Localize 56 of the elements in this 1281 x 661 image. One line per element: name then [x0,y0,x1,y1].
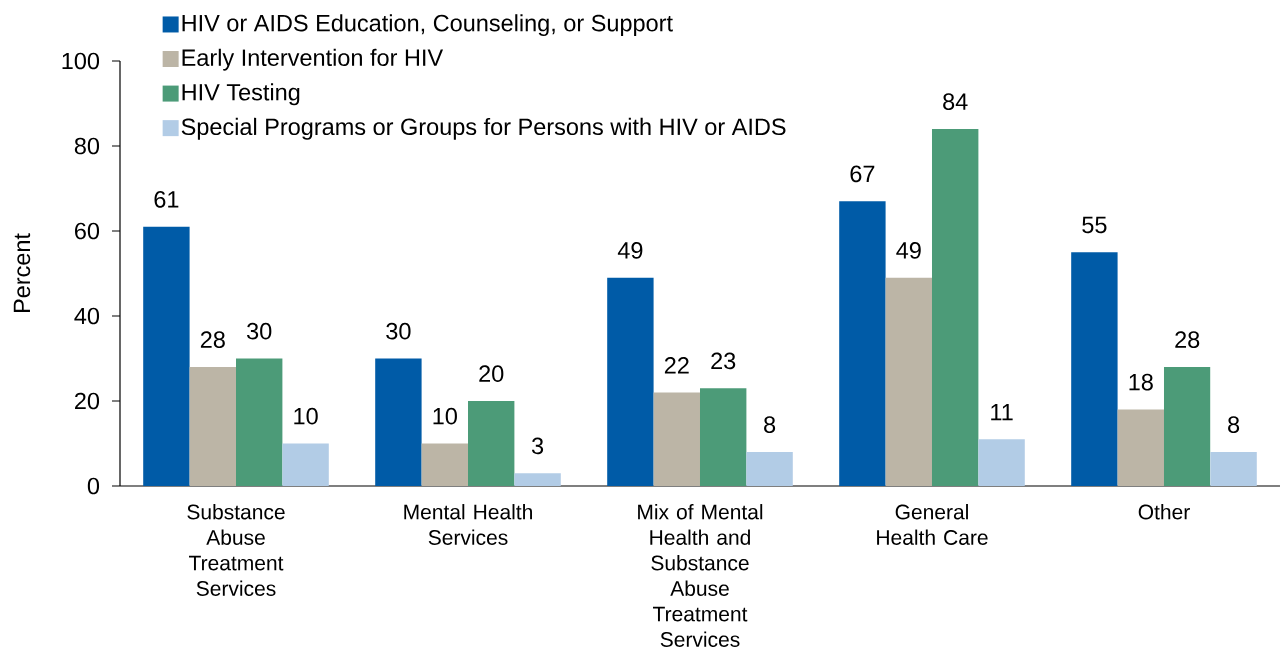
bar [932,128,979,486]
legend-label: HIV or AIDS Education, Counseling, or Support [182,14,673,37]
legend-label: Early Intervention for HIV [182,48,444,71]
x-tick-label: Mental Health Services [404,504,532,545]
data-label: 18 [1129,373,1153,391]
bar [514,473,561,486]
data-label: 84 [943,93,968,110]
bar [468,401,515,486]
bar [1210,452,1257,486]
data-label: 55 [1082,216,1107,234]
data-label: 30 [247,322,272,340]
data-label: 8 [1228,416,1240,433]
y-tick-label: 60 [75,222,100,240]
bar [375,358,422,486]
data-label: 49 [617,242,643,259]
data-label: 28 [1175,331,1200,348]
y-tick-label: 80 [74,137,100,155]
bar [746,452,793,486]
bar [885,277,932,486]
bar [236,358,283,486]
data-label: 49 [896,242,921,259]
bar [839,201,886,486]
bar [1071,252,1118,486]
bar [1117,409,1164,486]
data-label: 67 [850,165,875,183]
y-tick-label: 0 [87,477,100,495]
data-label: 20 [479,365,504,382]
bar [700,388,747,486]
bar [282,443,329,486]
x-tick-label: Substance Abuse Treatment Services [187,504,285,596]
y-axis-title: Percent [13,233,31,313]
bar [143,226,190,486]
legend-label: HIV Testing [182,83,300,106]
data-label: 8 [764,416,776,433]
legend-label: Special Programs or Groups for Persons with HIV or AIDS [181,117,786,140]
bar [978,439,1025,486]
data-label: 30 [386,322,411,340]
data-label: 28 [200,331,225,348]
y-tick-label: 20 [75,392,100,410]
x-tick-label: General Health Care [877,504,988,545]
data-label: 22 [664,357,689,374]
data-label: 10 [294,407,318,425]
bar [607,277,654,486]
bar [1163,367,1211,486]
x-tick-label: Mix of Mental Health and Substance Abuse Treatment Services [638,504,763,647]
x-tick-label: Other [1138,504,1190,520]
y-tick-label: 40 [74,307,100,325]
data-label: 23 [711,352,736,370]
bar [421,443,468,486]
y-tick-label: 100 [62,52,100,70]
bar [653,392,700,486]
data-label: 61 [154,191,179,208]
bar [189,367,236,486]
data-label: 10 [433,407,457,425]
data-label: 11 [991,404,1013,421]
data-label: 3 [531,437,544,455]
